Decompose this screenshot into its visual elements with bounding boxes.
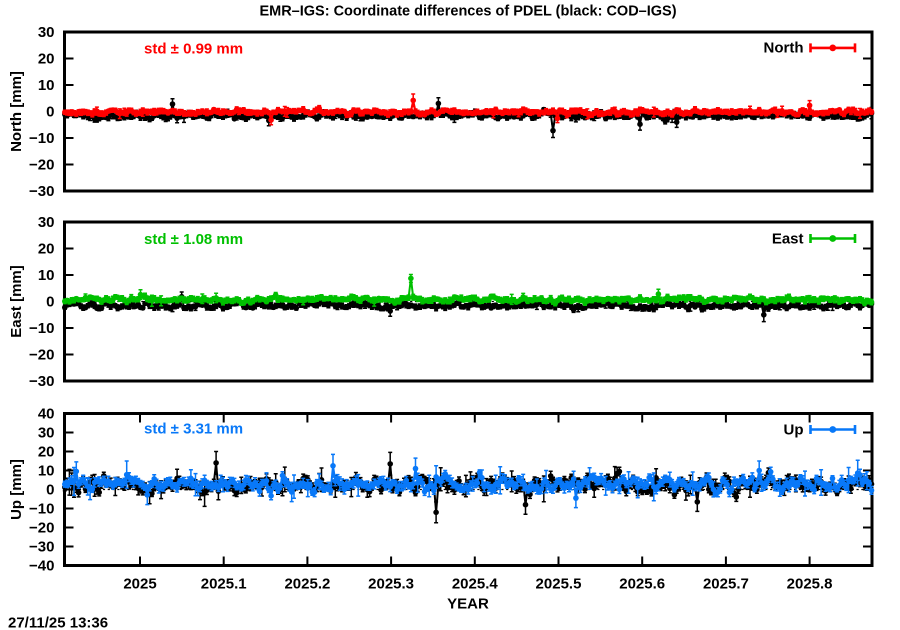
svg-text:10: 10 <box>38 267 55 284</box>
svg-text:0: 0 <box>46 294 54 311</box>
svg-text:2025: 2025 <box>123 576 156 593</box>
svg-text:2025.7: 2025.7 <box>703 576 749 593</box>
svg-text:YEAR: YEAR <box>447 596 489 613</box>
svg-text:−40: −40 <box>29 558 54 575</box>
svg-text:30: 30 <box>38 24 55 41</box>
svg-text:−20: −20 <box>29 520 54 537</box>
svg-text:std ± 3.31 mm: std ± 3.31 mm <box>144 421 243 438</box>
svg-text:2025.8: 2025.8 <box>787 576 833 593</box>
svg-text:20: 20 <box>38 444 55 461</box>
svg-text:−10: −10 <box>29 130 54 147</box>
svg-text:−30: −30 <box>29 539 54 556</box>
svg-text:−30: −30 <box>29 183 54 200</box>
svg-text:30: 30 <box>38 425 55 442</box>
svg-text:−10: −10 <box>29 501 54 518</box>
svg-text:EMR–IGS: Coordinate difference: EMR–IGS: Coordinate differences of PDEL … <box>259 3 676 19</box>
svg-text:27/11/25 13:36: 27/11/25 13:36 <box>8 615 108 630</box>
svg-text:std ± 1.08 mm: std ± 1.08 mm <box>144 231 243 248</box>
svg-text:10: 10 <box>38 463 55 480</box>
svg-text:−30: −30 <box>29 373 54 390</box>
svg-text:2025.1: 2025.1 <box>201 576 247 593</box>
svg-text:East: East <box>772 230 804 247</box>
svg-text:30: 30 <box>38 214 55 231</box>
svg-text:10: 10 <box>38 77 55 94</box>
svg-text:−20: −20 <box>29 347 54 364</box>
svg-text:2025.2: 2025.2 <box>284 576 330 593</box>
svg-text:2025.5: 2025.5 <box>536 576 582 593</box>
svg-text:−20: −20 <box>29 157 54 174</box>
svg-text:North [mm]: North [mm] <box>8 71 25 152</box>
svg-text:Up [mm]: Up [mm] <box>8 459 25 520</box>
svg-text:20: 20 <box>38 241 55 258</box>
svg-text:std ± 0.99 mm: std ± 0.99 mm <box>144 41 243 58</box>
svg-text:Up: Up <box>784 421 804 438</box>
svg-text:0: 0 <box>46 104 54 121</box>
svg-text:2025.6: 2025.6 <box>619 576 665 593</box>
svg-text:2025.3: 2025.3 <box>368 576 414 593</box>
svg-text:North: North <box>764 40 804 57</box>
svg-text:0: 0 <box>46 482 54 499</box>
svg-text:−10: −10 <box>29 320 54 337</box>
svg-text:20: 20 <box>38 51 55 68</box>
svg-text:East [mm]: East [mm] <box>8 265 25 338</box>
svg-text:2025.4: 2025.4 <box>452 576 499 593</box>
svg-text:40: 40 <box>38 406 55 423</box>
